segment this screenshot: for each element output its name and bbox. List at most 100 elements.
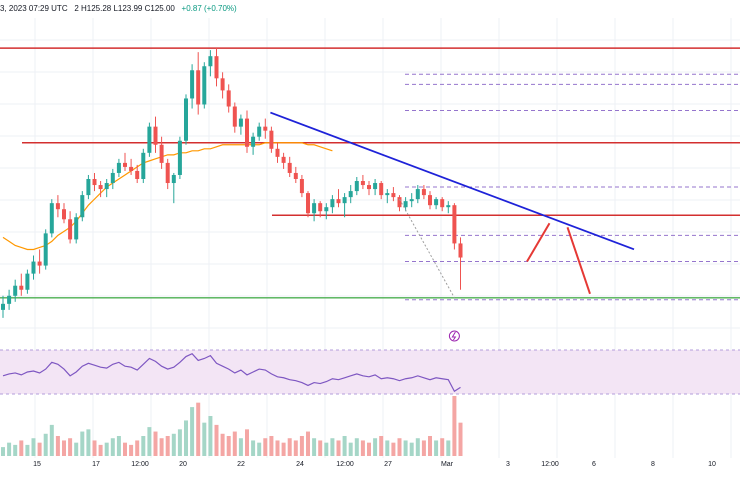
candle [452,203,457,250]
candle-body [80,195,85,218]
volume-bar [251,440,256,456]
volume-bar [312,438,317,456]
candle [324,203,329,220]
volume-bar [214,424,219,456]
candle [330,195,335,214]
volume-bar [55,436,60,456]
candle [312,199,317,222]
x-tick-label: 12:00 [131,461,149,468]
volume-bar [196,402,201,456]
volume-bar [202,422,207,456]
volume-bar [141,436,146,456]
candle-body [415,189,420,200]
volume-bar [385,440,390,456]
drop-guide-line [399,198,455,299]
candle-body [269,130,274,149]
candle-body [391,193,396,198]
candle [25,269,30,294]
candle [19,273,24,296]
candle-body [135,170,140,179]
volume-bar [373,438,378,456]
candle [440,197,445,212]
candle [110,168,115,190]
candle-body [55,203,60,210]
x-tick-label: 12:00 [541,461,559,468]
candle [147,122,152,157]
candle-body [141,152,146,179]
volume-bar [110,438,115,456]
candle-body [110,172,115,184]
volume-bar [129,444,134,456]
x-tick-label: 6 [592,461,596,468]
candle-body [275,148,280,157]
candle-body [446,205,451,208]
candle-body [43,233,48,266]
candle [74,213,79,244]
volume-bar [104,442,109,456]
volume-bar [409,442,414,456]
volume-bar [159,438,164,456]
volume-bar [379,436,384,456]
x-tick-label: 17 [92,461,100,468]
candle [251,132,256,155]
volume-bar [13,444,18,456]
volume-bar [238,438,243,456]
candle [458,237,463,290]
candle-body [159,144,164,163]
volume-bar [403,440,408,456]
candle [123,152,127,171]
candle [348,185,353,204]
volume-bar [184,420,188,456]
volume-bar [306,431,310,456]
candle-body [92,179,97,186]
volume-bar [165,436,170,456]
candle-body [226,90,231,107]
candle [446,201,451,214]
candle [306,191,310,218]
candle-body [13,285,18,296]
candle-body [184,98,188,141]
volume-bar [92,440,97,456]
candle-body [37,261,42,266]
candle [98,181,103,198]
candle [165,158,170,190]
candle-body [263,126,268,131]
candle-body [196,70,201,105]
candle-body [287,162,292,173]
candle-body [440,199,445,208]
volume-bar [397,438,402,456]
x-tick-label: 10 [708,461,716,468]
volume-bar [86,429,91,456]
candle-body [251,136,256,147]
volume-bar [458,422,463,456]
candle-body [452,205,457,244]
candle-body [1,303,5,310]
candle-body [421,189,426,196]
candle-body [354,181,359,192]
chart-header: 3, 2023 07:29 UTC 2 H125.28 L123.99 C125… [0,4,237,13]
volume-bar [1,447,5,456]
candle [190,64,195,109]
candle [373,179,378,196]
volume-bar [135,440,140,456]
candle [299,174,304,198]
volume-bar [62,440,66,456]
candle-body [428,195,432,206]
candle [141,148,146,184]
volume-bar [74,442,79,456]
candle-body [86,179,91,196]
x-tick-label: 24 [296,461,304,468]
volume-bar [49,424,54,456]
volume-bar [31,438,36,456]
candle-body [232,106,237,127]
volume-bar [446,440,451,456]
x-tick-label: 3 [506,461,510,468]
candle [293,166,298,184]
volume-bar [318,440,323,456]
candle [196,52,201,115]
candle-body [367,185,371,190]
volume-bar [19,440,24,456]
candle [269,126,274,153]
